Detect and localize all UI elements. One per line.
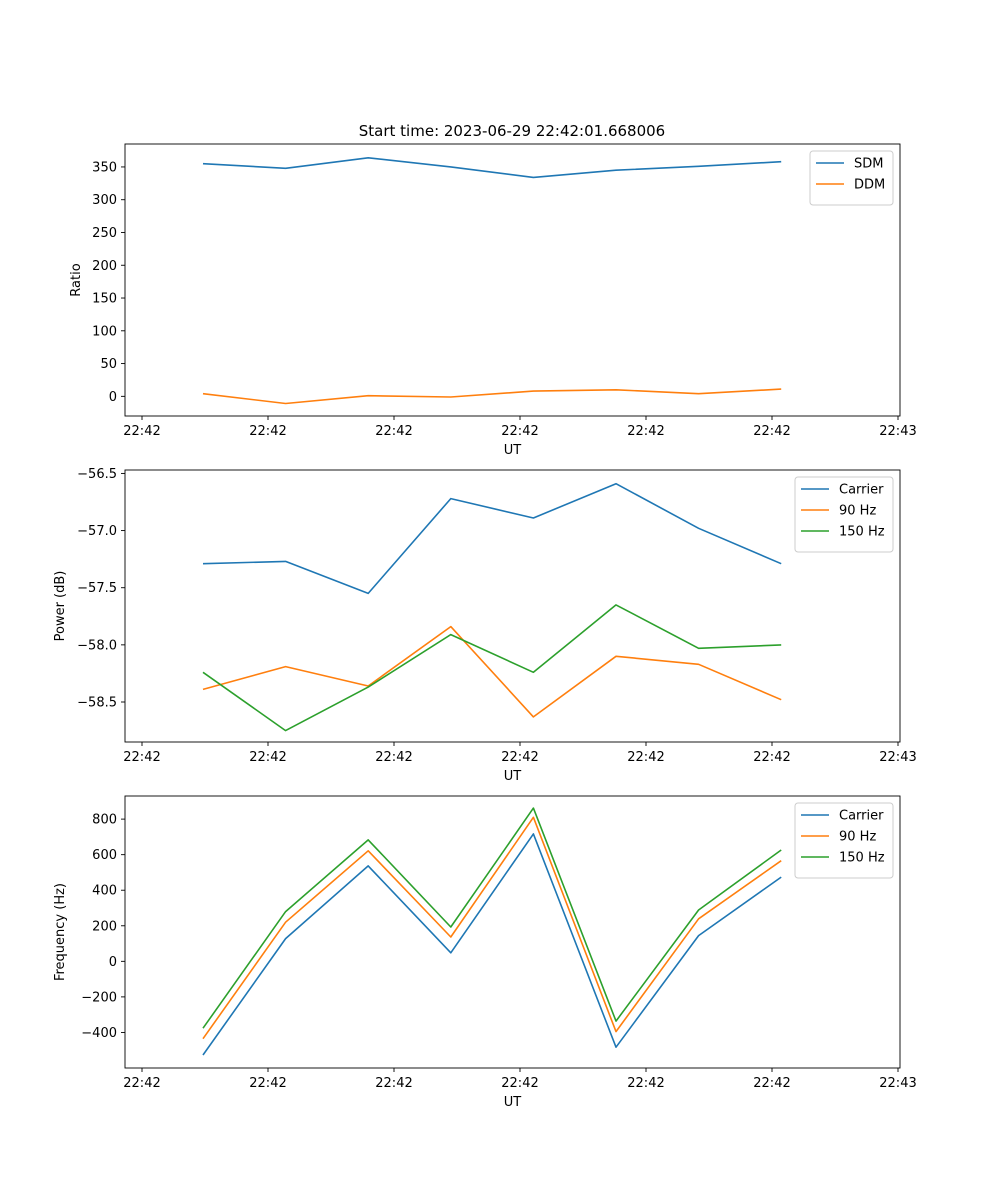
y-axis-label: Frequency (Hz) [53, 883, 68, 981]
series-line-sdm [202, 157, 782, 179]
axes-frame [124, 469, 901, 743]
y-tick-label: −400 [81, 1026, 117, 1041]
chart-panel-1: 22:42 22:42 22:42 22:42 22:42 22:42 22:43 0 50 10… [69, 143, 917, 458]
x-tick-label: 22:43 [879, 750, 916, 765]
panels: 22:42 22:42 22:42 22:42 22:42 22:42 22:43 0 50 10… [53, 143, 917, 1110]
x-tick-label: 22:42 [249, 424, 286, 439]
chart-panel-2: 22:42 22:42 22:42 22:42 22:42 22:42 22:43 −58.5… [53, 467, 917, 784]
legend-label: 150 Hz [839, 851, 885, 866]
y-tick-label: 200 [92, 919, 117, 934]
x-tick-label: 22:42 [249, 750, 286, 765]
legend: Carrier 90 Hz 150 Hz [794, 476, 894, 553]
y-axis-label: Ratio [69, 263, 84, 296]
y-tick-label: −200 [81, 990, 117, 1005]
x-tick-label: 22:42 [375, 750, 412, 765]
series-line-90-hz [202, 816, 782, 1040]
x-tick-label: 22:43 [879, 424, 916, 439]
y-tick-label: −56.5 [77, 467, 117, 482]
x-tick-label: 22:42 [123, 1076, 160, 1091]
y-tick-label: 50 [100, 357, 117, 372]
series-line-150-hz [202, 807, 782, 1029]
x-tick-label: 22:42 [123, 750, 160, 765]
x-tick-label: 22:43 [879, 1076, 916, 1091]
x-tick-label: 22:42 [375, 424, 412, 439]
series-line-carrier [202, 482, 782, 595]
legend-label: Carrier [839, 483, 884, 498]
y-tick-label: −57.5 [77, 581, 117, 596]
y-tick-label: 400 [92, 884, 117, 899]
y-tick-label: 600 [92, 848, 117, 863]
axes-frame [124, 795, 901, 1069]
x-tick-label: 22:42 [627, 750, 664, 765]
y-tick-label: 0 [109, 390, 117, 405]
y-tick-label: 800 [92, 813, 117, 828]
y-tick-label: −58.5 [77, 696, 117, 711]
legend-label: SDM [854, 157, 883, 172]
x-tick-label: 22:42 [753, 750, 790, 765]
legend-box [794, 476, 894, 553]
legend-label: DDM [854, 178, 885, 193]
y-tick-label: 0 [109, 955, 117, 970]
y-tick-label: −58.0 [77, 638, 117, 653]
series-line-90-hz [202, 625, 782, 718]
y-tick-label: 150 [92, 292, 117, 307]
series-line-150-hz [202, 604, 782, 732]
series-line-ddm [202, 388, 782, 405]
x-tick-label: 22:42 [501, 1076, 538, 1091]
x-axis-label: UT [504, 769, 522, 784]
y-tick-label: 350 [92, 160, 117, 175]
y-tick-label: −57.0 [77, 524, 117, 539]
legend-label: 150 Hz [839, 525, 885, 540]
legend: Carrier 90 Hz 150 Hz [794, 802, 894, 879]
y-tick-label: 200 [92, 259, 117, 274]
x-tick-label: 22:42 [753, 1076, 790, 1091]
x-tick-label: 22:42 [753, 424, 790, 439]
y-tick-label: 100 [92, 324, 117, 339]
y-tick-label: 250 [92, 226, 117, 241]
x-tick-label: 22:42 [501, 750, 538, 765]
x-tick-label: 22:42 [627, 424, 664, 439]
x-tick-label: 22:42 [627, 1076, 664, 1091]
legend: SDM DDM [809, 150, 894, 206]
chart-panel-3: 22:42 22:42 22:42 22:42 22:42 22:42 22:43 −400 −… [53, 795, 917, 1110]
legend-label: Carrier [839, 809, 884, 824]
x-tick-label: 22:42 [375, 1076, 412, 1091]
legend-box [794, 802, 894, 879]
axes-frame [124, 143, 901, 417]
legend-label: 90 Hz [839, 504, 876, 519]
x-tick-label: 22:42 [123, 424, 160, 439]
series-line-carrier [202, 833, 782, 1056]
y-tick-label: 300 [92, 193, 117, 208]
x-axis-label: UT [504, 443, 522, 458]
x-axis-label: UT [504, 1095, 522, 1110]
x-tick-label: 22:42 [501, 424, 538, 439]
figure-title: Start time: 2023-06-29 22:42:01.668006 [359, 122, 665, 140]
legend-box [809, 150, 894, 206]
x-tick-label: 22:42 [249, 1076, 286, 1091]
legend-label: 90 Hz [839, 830, 876, 845]
y-axis-label: Power (dB) [53, 571, 68, 642]
